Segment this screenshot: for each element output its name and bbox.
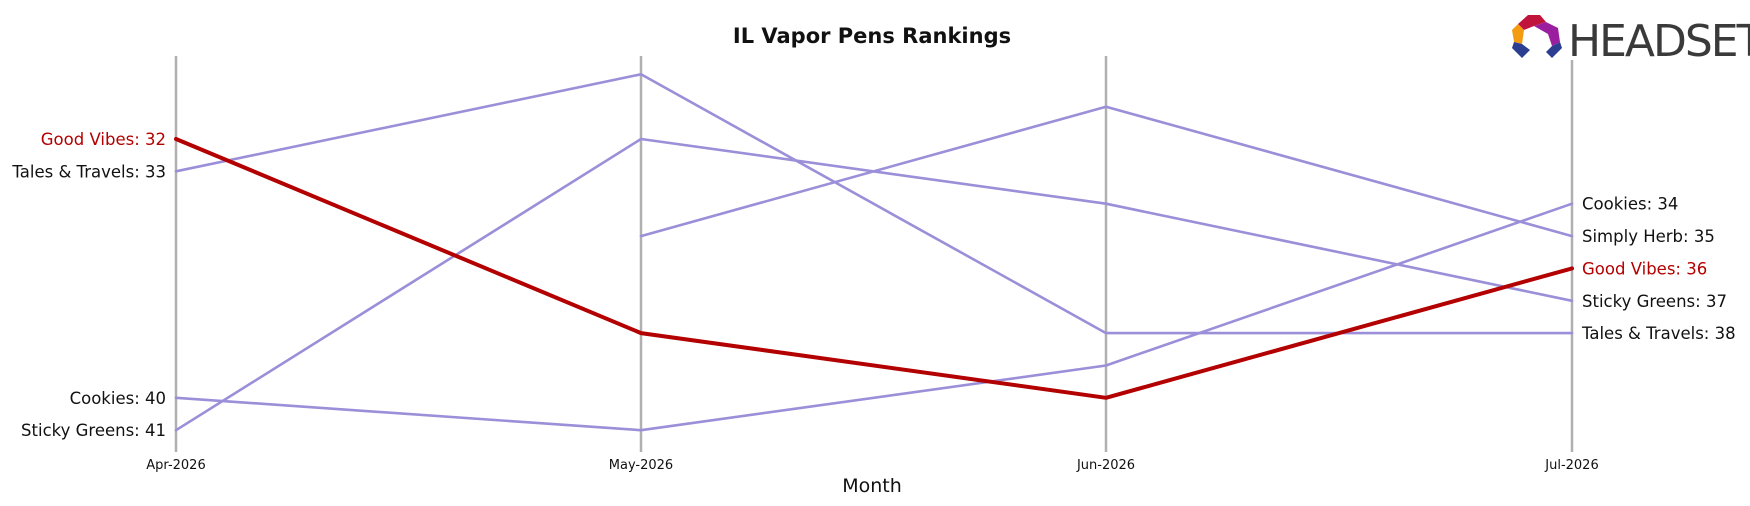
series-line-tales-travels <box>174 73 1574 335</box>
series-line-sticky-greens <box>174 137 1574 432</box>
right-label: Tales & Travels: 38 <box>1581 324 1736 343</box>
x-tick-label: May-2026 <box>609 458 673 473</box>
x-axis-label: Month <box>842 475 902 497</box>
headset-logo-icon <box>1512 15 1562 58</box>
chart-title: IL Vapor Pens Rankings <box>733 24 1011 48</box>
right-end-labels: Cookies: 34 Simply Herb: 35 Good Vibes: 36… <box>1581 195 1736 343</box>
series-line-cookies <box>174 202 1574 432</box>
headset-logo: HEADSET <box>1512 15 1750 67</box>
logo-text: HEADSET <box>1568 16 1750 67</box>
right-label: Sticky Greens: 37 <box>1582 292 1727 311</box>
series-lines <box>174 73 1574 432</box>
month-gridlines <box>174 56 1574 452</box>
left-label: Good Vibes: 32 <box>41 130 166 149</box>
right-label: Good Vibes: 36 <box>1582 259 1707 278</box>
left-label: Tales & Travels: 33 <box>11 162 166 181</box>
left-end-labels: Good Vibes: 32 Tales & Travels: 33 Cookies… <box>11 130 166 440</box>
x-tick-label: Jul-2026 <box>1544 458 1598 473</box>
left-label: Sticky Greens: 41 <box>21 421 166 440</box>
series-line-good-vibes <box>174 137 1574 400</box>
series-line-simply-herb <box>639 105 1574 238</box>
x-tick-labels: Apr-2026 May-2026 Jun-2026 Jul-2026 <box>146 458 1598 473</box>
x-tick-label: Jun-2026 <box>1076 458 1135 473</box>
right-label: Simply Herb: 35 <box>1582 227 1715 246</box>
x-tick-label: Apr-2026 <box>146 458 205 473</box>
left-label: Cookies: 40 <box>70 389 166 408</box>
right-label: Cookies: 34 <box>1582 195 1678 214</box>
